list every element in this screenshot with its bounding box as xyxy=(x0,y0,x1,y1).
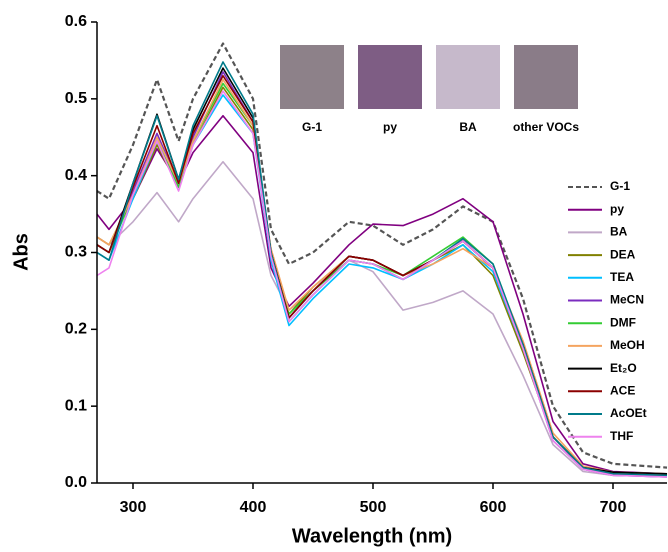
series-line xyxy=(96,82,668,477)
series-line xyxy=(96,90,668,478)
legend-label: ACE xyxy=(610,383,635,397)
color-swatch xyxy=(514,45,578,109)
x-tick-label: 300 xyxy=(120,499,147,516)
swatch-label: other VOCs xyxy=(513,120,579,134)
x-tick-label: 400 xyxy=(240,499,267,516)
legend-label: BA xyxy=(610,225,628,239)
legend-label: THF xyxy=(610,429,633,443)
legend-label: MeOH xyxy=(610,338,645,352)
color-swatch xyxy=(358,45,422,109)
swatch-label: py xyxy=(383,120,397,134)
color-swatch xyxy=(280,45,344,109)
legend-label: py xyxy=(610,202,624,216)
legend-label: Et₂O xyxy=(610,361,637,375)
series-line xyxy=(96,75,668,477)
swatch-label: G-1 xyxy=(302,120,322,134)
y-tick-label: 0.1 xyxy=(65,397,87,414)
series-line xyxy=(96,86,668,477)
y-tick-label: 0.0 xyxy=(65,474,87,491)
y-axis-title: Abs xyxy=(10,233,32,271)
legend-label: AcOEt xyxy=(610,406,647,420)
series-line xyxy=(96,78,668,475)
legend-label: DMF xyxy=(610,315,636,329)
y-tick-label: 0.3 xyxy=(65,244,87,261)
swatch-label: BA xyxy=(459,120,477,134)
legend-label: DEA xyxy=(610,247,636,261)
series-line xyxy=(96,94,668,477)
x-tick-label: 700 xyxy=(600,499,627,516)
legend-label: MeCN xyxy=(610,293,644,307)
y-tick-label: 0.6 xyxy=(65,13,87,30)
x-tick-label: 500 xyxy=(360,499,387,516)
y-tick-label: 0.2 xyxy=(65,321,87,338)
legend-label: G-1 xyxy=(610,179,630,193)
legend-label: TEA xyxy=(610,270,634,284)
y-tick-label: 0.5 xyxy=(65,90,87,107)
y-tick-label: 0.4 xyxy=(65,167,87,184)
x-tick-label: 600 xyxy=(480,499,507,516)
color-swatch xyxy=(436,45,500,109)
x-axis-title: Wavelength (nm) xyxy=(292,525,452,547)
